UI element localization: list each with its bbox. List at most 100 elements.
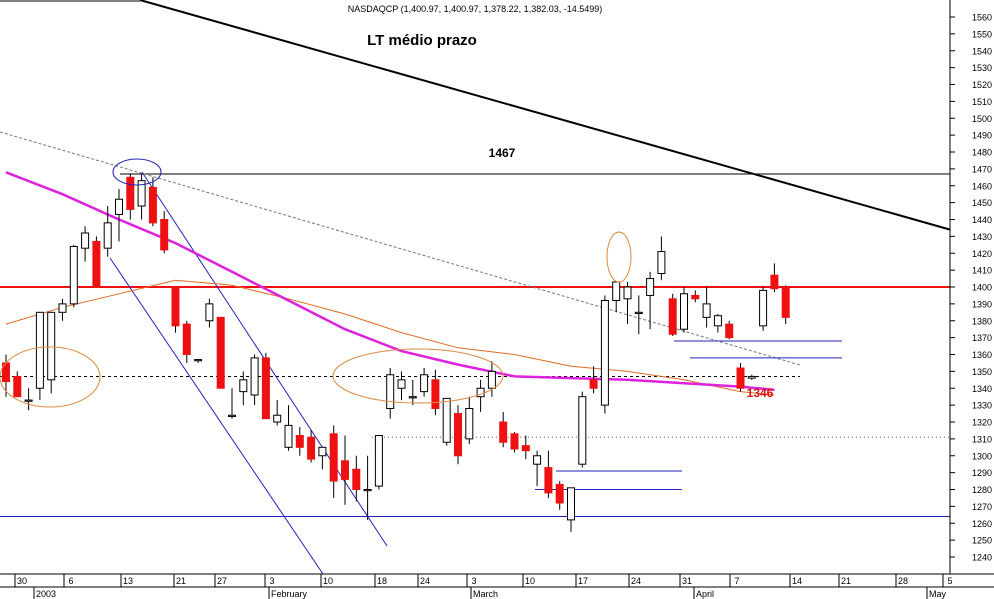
y-tick-label: 1410 bbox=[972, 266, 992, 276]
y-tick-label: 1440 bbox=[972, 215, 992, 225]
y-tick-label: 1420 bbox=[972, 249, 992, 259]
candle-body bbox=[589, 379, 598, 389]
y-tick-label: 1390 bbox=[972, 299, 992, 309]
y-tick-label: 1280 bbox=[972, 485, 992, 495]
candle-body bbox=[239, 379, 248, 393]
y-tick-label: 1290 bbox=[972, 468, 992, 478]
x-day-label: 30 bbox=[17, 576, 27, 586]
y-axis: 1240 1250 1260 1270 1280 1290 1300 1310 1320 1330… bbox=[949, 0, 992, 574]
y-tick-label: 1430 bbox=[972, 232, 992, 242]
candle bbox=[341, 435, 349, 505]
candle bbox=[578, 391, 587, 468]
y-tick-label: 1330 bbox=[972, 401, 992, 411]
lt-medio-prazo-label: LT médio prazo bbox=[367, 32, 477, 49]
candle-body bbox=[284, 424, 293, 448]
candle bbox=[58, 298, 67, 321]
candle-body bbox=[397, 379, 406, 389]
candle-body bbox=[747, 375, 756, 379]
candle bbox=[160, 211, 169, 254]
candle-body bbox=[160, 219, 169, 251]
x-axis: 30 6 13 21 27 3 10 18 24 3 10 17 24 31 7 14 21 28 5 2003 Feb… bbox=[0, 573, 994, 599]
candle bbox=[318, 446, 327, 470]
candle bbox=[600, 295, 609, 414]
candle-body bbox=[103, 222, 112, 249]
candle bbox=[657, 236, 666, 281]
candle bbox=[273, 400, 282, 426]
candle bbox=[680, 287, 688, 333]
candle bbox=[420, 368, 429, 397]
candle bbox=[47, 311, 56, 394]
candle bbox=[386, 368, 395, 419]
x-month-label: February bbox=[271, 589, 308, 599]
candle-body bbox=[431, 379, 440, 409]
x-month-label: March bbox=[473, 589, 498, 599]
candle-body bbox=[126, 176, 135, 210]
x-day-label: 14 bbox=[792, 576, 802, 586]
candle bbox=[295, 427, 304, 456]
x-day-label: 7 bbox=[734, 576, 739, 586]
candle-body bbox=[92, 240, 101, 288]
ellipse-march-support bbox=[332, 348, 504, 404]
y-tick-label: 1260 bbox=[972, 519, 992, 529]
level-label-1346: 1346 bbox=[747, 386, 774, 400]
y-tick-label: 1540 bbox=[972, 46, 992, 56]
candle bbox=[307, 430, 316, 463]
candle bbox=[533, 450, 542, 487]
y-tick-label: 1250 bbox=[972, 536, 992, 546]
candle-body bbox=[668, 298, 677, 335]
candle-body bbox=[205, 303, 214, 322]
candle-body bbox=[454, 413, 462, 457]
x-day-label: 6 bbox=[68, 576, 73, 586]
candle-body bbox=[386, 374, 395, 409]
candle bbox=[713, 314, 722, 333]
candle bbox=[521, 435, 530, 460]
candle bbox=[81, 226, 90, 262]
candle bbox=[103, 206, 112, 257]
candle-body bbox=[47, 311, 56, 381]
x-day-label: 18 bbox=[377, 576, 387, 586]
candle-body bbox=[555, 483, 564, 504]
candle bbox=[216, 316, 225, 389]
candle bbox=[69, 244, 78, 308]
candle-body bbox=[612, 281, 621, 301]
candle bbox=[454, 405, 462, 465]
level-label-1467: 1467 bbox=[489, 146, 516, 160]
y-tick-label: 1500 bbox=[972, 114, 992, 124]
x-day-label: 21 bbox=[841, 576, 851, 586]
lt-medio-prazo-trendline bbox=[139, 0, 951, 231]
moving-averages bbox=[5, 171, 775, 396]
candle-body bbox=[420, 374, 429, 393]
candle-body bbox=[521, 445, 530, 452]
y-tick-label: 1270 bbox=[972, 502, 992, 512]
candle-body bbox=[58, 303, 67, 313]
x-day-label: 10 bbox=[525, 576, 535, 586]
candle bbox=[250, 354, 259, 406]
candle-body bbox=[408, 396, 417, 399]
candle bbox=[487, 361, 496, 397]
x-day-label: 17 bbox=[578, 576, 588, 586]
candle-body bbox=[148, 186, 157, 224]
x-day-label: 3 bbox=[269, 576, 274, 586]
candle-body bbox=[307, 436, 316, 460]
y-tick-label: 1480 bbox=[972, 148, 992, 158]
candle bbox=[137, 173, 146, 220]
y-tick-label: 1510 bbox=[972, 97, 992, 107]
candle-body bbox=[533, 455, 542, 465]
x-day-label: 31 bbox=[682, 576, 692, 586]
candle-body bbox=[261, 357, 270, 420]
candle bbox=[115, 189, 123, 242]
x-day-label: 21 bbox=[176, 576, 186, 586]
candle-body bbox=[600, 300, 609, 406]
candle-body bbox=[13, 375, 22, 398]
candle-body bbox=[194, 359, 203, 362]
candle-body bbox=[115, 198, 123, 215]
candles bbox=[2, 173, 790, 532]
y-tick-label: 1400 bbox=[972, 283, 992, 293]
candle bbox=[13, 371, 22, 398]
y-tick-label: 1360 bbox=[972, 350, 992, 360]
candle-body bbox=[725, 323, 734, 339]
candle bbox=[374, 435, 383, 490]
y-tick-label: 1320 bbox=[972, 418, 992, 428]
candle bbox=[781, 285, 790, 325]
